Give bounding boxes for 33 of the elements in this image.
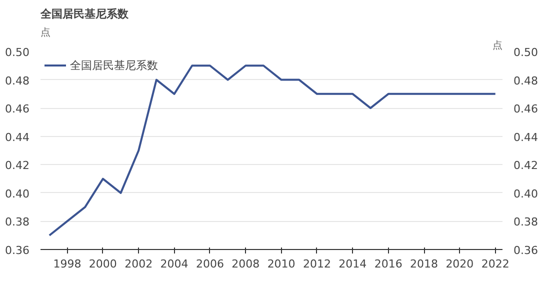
x-tick-label: 2016	[374, 258, 402, 270]
x-tick-label: 2006	[196, 258, 224, 270]
x-tick-label: 2014	[338, 258, 367, 270]
y-tick-label: 0.44	[5, 130, 30, 144]
x-tick-label: 2018	[410, 258, 438, 270]
x-tick-label: 2000	[88, 258, 117, 270]
legend-label: 全国居民基尼系数	[70, 58, 158, 72]
y-tick-label: 0.50	[5, 46, 30, 59]
x-tick-label: 2012	[302, 258, 331, 270]
chart-title: 全国居民基尼系数	[40, 8, 130, 20]
y-tick-label: 0.42	[5, 159, 30, 172]
x-tick-label: 2004	[160, 258, 188, 270]
y-tick-label: 0.38	[5, 216, 30, 229]
x-tick-label: 2010	[267, 258, 296, 270]
x-tick-label: 2002	[124, 258, 153, 270]
y-tick-label: 0.40	[5, 187, 30, 200]
y2-tick-label: 0.48	[514, 74, 538, 88]
y-axis-title: 点	[40, 26, 50, 38]
y-tick-label: 0.46	[5, 102, 30, 116]
x-tick-label: 1998	[53, 258, 82, 270]
y2-tick-label: 0.36	[514, 244, 538, 257]
y-tick-label: 0.48	[5, 74, 30, 88]
y-tick-label: 0.36	[5, 244, 30, 257]
y2-tick-label: 0.38	[514, 216, 538, 229]
y2-tick-label: 0.50	[514, 46, 538, 59]
y2-axis-title: 点	[492, 40, 502, 52]
y2-tick-label: 0.42	[514, 159, 538, 172]
y2-tick-label: 0.44	[514, 130, 538, 144]
y2-tick-label: 0.40	[514, 187, 538, 200]
x-tick-label: 2020	[446, 258, 474, 270]
x-tick-label: 2022	[481, 258, 510, 270]
x-tick-label: 2008	[232, 258, 260, 270]
y2-tick-label: 0.46	[514, 102, 538, 116]
